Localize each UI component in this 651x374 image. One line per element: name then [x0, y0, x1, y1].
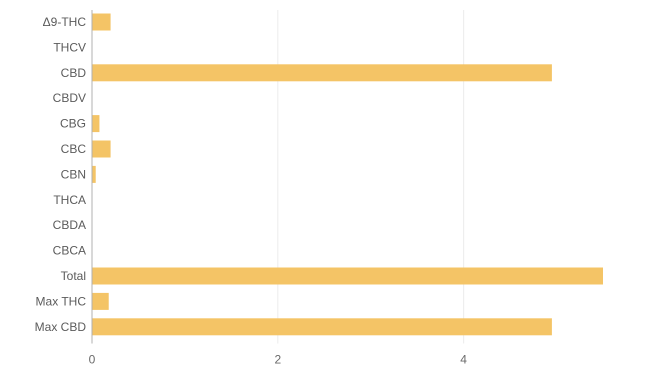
category-label: THCA: [53, 193, 86, 207]
bar: [92, 318, 552, 336]
bar: [92, 140, 111, 158]
category-label: CBDV: [53, 91, 86, 105]
bar: [92, 13, 111, 31]
bar-layer: [92, 13, 603, 336]
grid-layer: [277, 10, 465, 344]
category-label: CBG: [60, 117, 86, 131]
category-label: CBDA: [53, 218, 86, 232]
bar: [92, 64, 552, 82]
x-tick-label: 2: [274, 353, 281, 367]
bar: [92, 115, 100, 133]
category-label: Max THC: [36, 294, 87, 308]
category-label: Δ9-THC: [43, 15, 87, 29]
category-label: Total: [61, 269, 86, 283]
bar: [92, 165, 96, 183]
bar: [92, 267, 603, 285]
bar: [92, 292, 109, 310]
category-label: CBN: [61, 167, 86, 181]
label-layer: Δ9-THC THCV CBD CBDV CBG CBC CBN THCA CBDA CBCA To…: [35, 15, 468, 367]
x-tick-label: 0: [89, 353, 96, 367]
category-label: Max CBD: [35, 320, 87, 334]
x-tick-label: 4: [460, 353, 467, 367]
category-label: CBC: [61, 142, 87, 156]
category-label: THCV: [53, 40, 86, 54]
category-label: CBCA: [53, 244, 86, 258]
category-label: CBD: [61, 66, 87, 80]
